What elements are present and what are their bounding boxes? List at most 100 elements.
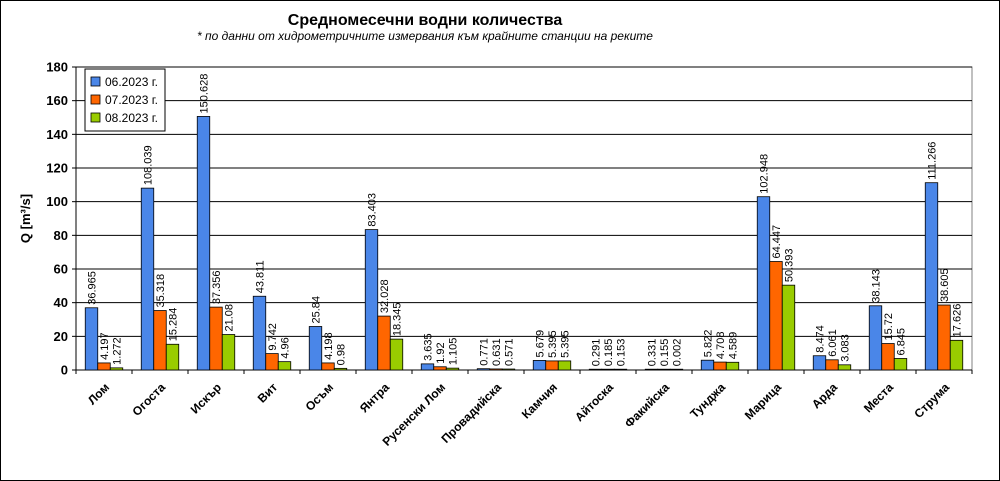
bar-3 — [389, 338, 404, 371]
legend-swatch — [90, 94, 101, 105]
data-label: 3.083 — [840, 334, 852, 362]
legend-swatch — [90, 112, 101, 123]
legend-swatch — [90, 76, 101, 87]
bar-1 — [868, 305, 883, 371]
data-label: 15.72 — [883, 313, 895, 341]
data-label: 0.331 — [647, 339, 659, 367]
x-tick-label: Арда — [809, 380, 840, 411]
data-label: 83.403 — [367, 193, 379, 227]
chart-title: Средномесечни водни количества — [288, 12, 563, 29]
bar-3 — [557, 360, 572, 371]
y-tick-label: 0 — [61, 363, 68, 378]
data-label: 64.447 — [771, 225, 783, 259]
x-tick-label: Струма — [911, 380, 952, 421]
bar-3 — [837, 364, 852, 371]
data-label: 36.965 — [87, 271, 99, 305]
data-label: 0.631 — [491, 338, 503, 366]
x-tick-label: Марица — [742, 380, 784, 422]
x-tick-label: Факийска — [622, 380, 672, 430]
bar-3 — [165, 343, 180, 371]
bar-2 — [881, 343, 895, 371]
data-label: 8.474 — [815, 325, 827, 353]
data-label: 43.811 — [255, 260, 267, 293]
data-label: 21.08 — [224, 304, 236, 332]
data-label: 38.143 — [871, 269, 883, 303]
x-tick-label: Лом — [85, 380, 112, 407]
y-tick-label: 100 — [46, 194, 68, 209]
bar-2 — [97, 362, 111, 371]
data-label: 0.153 — [616, 339, 628, 367]
x-tick-label: Огоста — [130, 380, 169, 419]
x-tick-label: Вит — [255, 380, 280, 405]
bar-3 — [725, 361, 740, 371]
y-tick-label: 160 — [46, 93, 68, 108]
bar-1 — [140, 187, 155, 371]
bar-2 — [321, 362, 335, 371]
data-label: 4.198 — [323, 332, 335, 360]
data-label: 5.822 — [703, 330, 715, 358]
data-label: 0.155 — [659, 339, 671, 367]
data-label: 4.708 — [715, 332, 727, 360]
data-label: 0.291 — [591, 339, 603, 367]
bar-2 — [545, 360, 559, 371]
x-tick-label: Места — [861, 380, 896, 415]
data-label: 0.185 — [603, 339, 615, 367]
bar-2 — [265, 353, 279, 371]
data-label: 0.571 — [504, 339, 516, 367]
data-label: 50.393 — [784, 249, 796, 283]
data-label: 5.679 — [535, 330, 547, 358]
y-tick-label: 180 — [46, 60, 68, 75]
data-label: 38.605 — [939, 268, 951, 302]
bar-1 — [756, 196, 771, 371]
bar-3 — [277, 361, 292, 371]
data-label: 111.266 — [927, 142, 939, 180]
bar-1 — [700, 359, 715, 371]
bar-2 — [657, 368, 671, 371]
bar-1 — [588, 368, 603, 371]
x-tick-label: Провадийска — [438, 380, 504, 446]
bar-3 — [501, 368, 516, 371]
plot-area: 0 20 40 60 80 100 120 140 160 180 Q [m³/s] 36.965 4.… — [18, 60, 973, 449]
bar-2 — [825, 359, 839, 371]
bar-2 — [209, 306, 223, 371]
data-label: 0.771 — [479, 338, 491, 366]
bar-2 — [601, 368, 615, 371]
data-label: 6.061 — [827, 329, 839, 357]
x-tick-label: Айтоска — [572, 380, 616, 424]
bar-3 — [333, 367, 348, 371]
plot-background — [75, 66, 973, 371]
data-label: 5.395 — [560, 330, 572, 358]
bar-1 — [196, 116, 211, 371]
data-label: 15.284 — [168, 308, 180, 342]
legend-label: 07.2023 г. — [105, 93, 158, 107]
x-tick-label: Тунджа — [687, 380, 728, 421]
x-tick-label: Искър — [188, 380, 224, 416]
y-tick-label: 120 — [46, 161, 68, 176]
y-axis-label: Q [m³/s] — [18, 194, 33, 243]
data-label: 25.84 — [311, 296, 323, 324]
data-label: 6.845 — [896, 328, 908, 356]
legend-label: 06.2023 г. — [105, 75, 158, 89]
data-label: 4.197 — [99, 332, 111, 360]
data-label: 150.628 — [199, 74, 211, 114]
data-label: 4.589 — [728, 332, 740, 360]
bar-1 — [252, 295, 267, 371]
bar-3 — [445, 367, 460, 371]
y-tick-label: 140 — [46, 127, 68, 142]
bar-1 — [476, 368, 491, 371]
bar-2 — [489, 368, 503, 371]
bar-3 — [781, 284, 796, 371]
bar-3 — [893, 358, 908, 371]
bar-1 — [364, 229, 379, 371]
chart-subtitle: * по данни от хидрометричните измервания… — [197, 29, 653, 43]
data-label: 32.028 — [379, 279, 391, 313]
bar-2 — [769, 261, 783, 371]
y-tick-label: 20 — [54, 329, 68, 344]
data-label: 102.948 — [759, 154, 771, 194]
bar-3 — [613, 368, 628, 371]
bar-1 — [924, 182, 939, 371]
data-label: 3.635 — [423, 333, 435, 361]
data-label: 18.345 — [392, 302, 404, 336]
data-label: 9.742 — [267, 323, 279, 351]
